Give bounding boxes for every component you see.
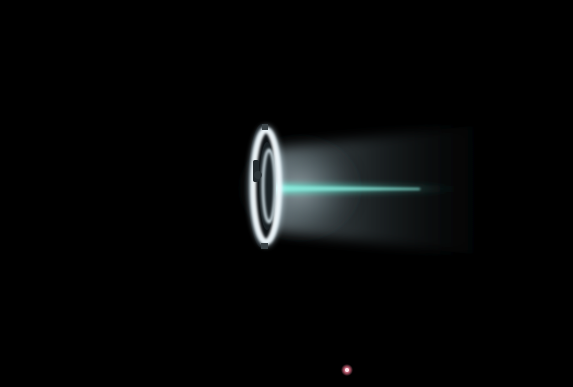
plume-core-line: [274, 186, 420, 191]
spark-icon: [341, 364, 353, 376]
thruster-icon: [248, 124, 283, 249]
